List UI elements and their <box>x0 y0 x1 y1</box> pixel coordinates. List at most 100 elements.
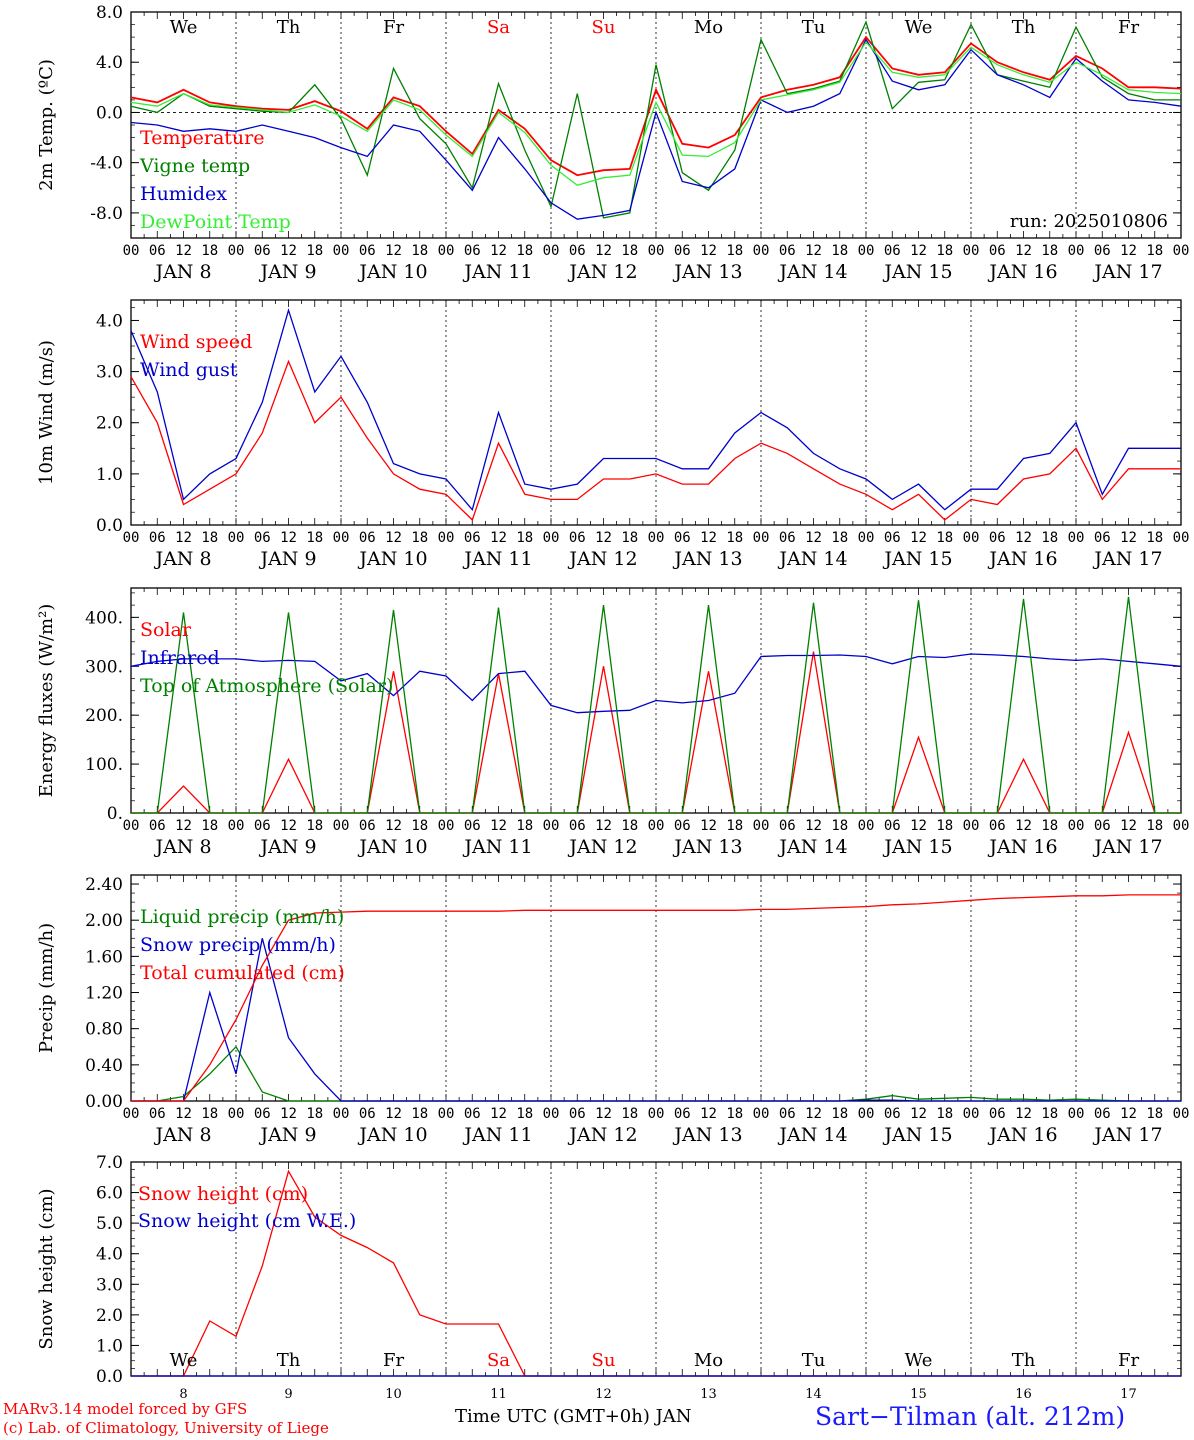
hour-tick-label: 00 <box>438 1106 455 1122</box>
hour-tick-label: 06 <box>254 243 271 259</box>
hour-tick-label: 18 <box>1041 1106 1058 1122</box>
hour-tick-label: 12 <box>595 1106 612 1122</box>
hour-tick-label: 18 <box>1146 530 1163 546</box>
hour-tick-label: 12 <box>490 818 507 834</box>
weekday-label: Mo <box>694 17 723 38</box>
hour-tick-label: 12 <box>1120 530 1137 546</box>
hour-tick-label: 06 <box>779 530 796 546</box>
date-label: JAN 17 <box>1092 1124 1162 1146</box>
legend-entry: Wind speed <box>140 331 252 353</box>
hour-tick-label: 12 <box>175 243 192 259</box>
weekday-label: Su <box>592 17 616 38</box>
weekday-label: We <box>170 17 198 38</box>
date-label: JAN 10 <box>357 836 427 858</box>
hour-tick-label: 12 <box>175 530 192 546</box>
hour-tick-label: 06 <box>149 818 166 834</box>
date-label: JAN 8 <box>153 548 211 570</box>
hour-tick-label: 06 <box>359 243 376 259</box>
date-label: JAN 13 <box>672 548 742 570</box>
legend-entry: Snow height (cm) <box>138 1183 308 1205</box>
hour-tick-label: 00 <box>1173 1106 1190 1122</box>
hour-tick-label: 18 <box>306 243 323 259</box>
hour-tick-label: 18 <box>411 1106 428 1122</box>
hour-tick-label: 12 <box>175 1106 192 1122</box>
y-tick-label: 2.0 <box>96 1306 123 1326</box>
weekday-label: Th <box>1012 17 1036 38</box>
hour-tick-label: 12 <box>385 530 402 546</box>
weekday-label: Su <box>592 1350 616 1371</box>
hour-tick-label: 00 <box>438 243 455 259</box>
series-line-temperature <box>130 35 1182 177</box>
date-label: JAN 11 <box>462 548 532 570</box>
date-label: JAN 14 <box>777 261 847 283</box>
date-label: JAN 12 <box>567 261 637 283</box>
y-axis-label: 10m Wind (m/s) <box>36 340 57 485</box>
hour-tick-label: 18 <box>831 530 848 546</box>
hour-tick-label: 00 <box>1068 1106 1085 1122</box>
hour-tick-label: 00 <box>1173 530 1190 546</box>
weekday-label: Th <box>1012 1350 1036 1371</box>
date-label: JAN 16 <box>987 836 1057 858</box>
station-label: Sart−Tilman (alt. 212m) <box>815 1402 1126 1431</box>
y-tick-label: 300. <box>85 657 123 677</box>
hour-tick-label: 06 <box>254 530 271 546</box>
hour-tick-label: 00 <box>648 1106 665 1122</box>
date-label: 13 <box>700 1387 717 1402</box>
date-label: JAN 12 <box>567 1124 637 1146</box>
hour-tick-label: 06 <box>464 243 481 259</box>
hour-tick-label: 12 <box>910 1106 927 1122</box>
y-axis-label: Precip (mm/h) <box>36 923 57 1053</box>
hour-tick-label: 06 <box>674 818 691 834</box>
hour-tick-label: 18 <box>831 818 848 834</box>
hour-tick-label: 12 <box>595 243 612 259</box>
hour-tick-label: 12 <box>805 1106 822 1122</box>
date-label: JAN 12 <box>567 548 637 570</box>
hour-tick-label: 00 <box>543 243 560 259</box>
run-annotation: run: 2025010806 <box>1010 211 1168 232</box>
hour-tick-label: 06 <box>1094 243 1111 259</box>
series-line-wind-gust <box>130 307 1181 512</box>
hour-tick-label: 06 <box>569 1106 586 1122</box>
hour-tick-label: 06 <box>1094 530 1111 546</box>
date-label: 15 <box>910 1387 927 1402</box>
hour-tick-label: 06 <box>989 818 1006 834</box>
hour-tick-label: 00 <box>1173 818 1190 834</box>
hour-tick-label: 00 <box>1173 243 1190 259</box>
series-line-dewpoint-temp <box>130 41 1182 187</box>
hour-tick-label: 18 <box>621 530 638 546</box>
hour-tick-label: 06 <box>464 818 481 834</box>
y-tick-label: -4.0 <box>90 154 123 174</box>
date-label: 9 <box>284 1387 292 1402</box>
legend-entry: Top of Atmosphere (Solar) <box>140 675 393 697</box>
hour-tick-label: 06 <box>359 818 376 834</box>
hour-tick-label: 06 <box>569 243 586 259</box>
date-label: 16 <box>1015 1387 1032 1402</box>
hour-tick-label: 06 <box>989 530 1006 546</box>
legend-entry: Liquid precip (mm/h) <box>140 906 344 928</box>
hour-tick-label: 18 <box>516 530 533 546</box>
hour-tick-label: 06 <box>254 1106 271 1122</box>
legend-entry: Snow height (cm W.E.) <box>138 1210 356 1232</box>
hour-tick-label: 12 <box>805 243 822 259</box>
weekday-label: Sa <box>487 1350 510 1371</box>
hour-tick-label: 06 <box>1094 818 1111 834</box>
date-label: 17 <box>1120 1387 1137 1402</box>
y-tick-label: 2.00 <box>85 911 123 931</box>
hour-tick-label: 12 <box>910 818 927 834</box>
y-tick-label: 7.0 <box>96 1153 123 1173</box>
hour-tick-label: 12 <box>385 818 402 834</box>
hour-tick-label: 18 <box>516 818 533 834</box>
date-label: JAN 15 <box>882 1124 952 1146</box>
hour-tick-label: 12 <box>595 530 612 546</box>
date-label: JAN 16 <box>987 548 1057 570</box>
hour-tick-label: 00 <box>333 243 350 259</box>
hour-tick-label: 00 <box>963 1106 980 1122</box>
y-tick-label: 200. <box>85 706 123 726</box>
hour-tick-label: 06 <box>779 243 796 259</box>
hour-tick-label: 12 <box>700 243 717 259</box>
date-label: JAN 17 <box>1092 261 1162 283</box>
y-tick-label: 8.0 <box>96 3 123 23</box>
hour-tick-label: 12 <box>805 818 822 834</box>
hour-tick-label: 00 <box>228 530 245 546</box>
y-tick-label: 0. <box>107 804 123 824</box>
